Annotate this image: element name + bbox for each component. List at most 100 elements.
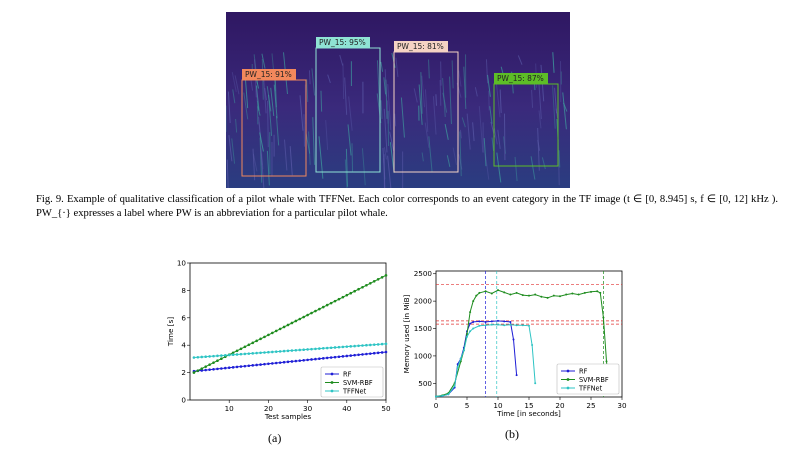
data-point-tffnet: [521, 324, 524, 327]
legend-marker-tffnet: [566, 386, 570, 390]
data-point-svm-rbf: [318, 307, 321, 311]
legend-marker-tffnet: [330, 389, 334, 393]
y-tick-label: 8: [181, 286, 186, 295]
data-point-svm-rbf: [267, 333, 270, 337]
y-tick-label: 2500: [414, 269, 433, 278]
data-point-tffnet: [435, 395, 437, 398]
data-point-tffnet: [466, 335, 468, 338]
data-point-rf: [310, 358, 313, 361]
data-point-rf: [251, 364, 255, 367]
data-point-rf: [274, 361, 278, 365]
data-point-svm-rbf: [212, 361, 215, 364]
data-point-svm-rbf: [484, 290, 487, 293]
data-point-tffnet: [472, 327, 475, 330]
data-point-tffnet: [478, 324, 481, 327]
data-point-rf: [490, 320, 493, 323]
data-point-svm-rbf: [333, 299, 337, 303]
event-label-bg-1: [242, 69, 296, 80]
data-point-rf: [341, 355, 345, 358]
data-point-tffnet: [286, 349, 290, 353]
data-point-svm-rbf: [255, 339, 258, 343]
data-point-tffnet: [447, 393, 450, 396]
data-point-rf: [290, 360, 294, 363]
data-point-rf: [365, 352, 368, 356]
data-point-svm-rbf: [571, 292, 574, 295]
data-point-tffnet: [314, 347, 317, 351]
event-label-bg-4: [494, 73, 548, 84]
event-label-2: PW_15: 95%: [319, 38, 366, 47]
data-point-tffnet: [503, 324, 506, 327]
legend-marker-rf: [330, 372, 334, 376]
legend-marker-svm-rbf: [566, 378, 570, 381]
data-point-tffnet: [259, 351, 262, 355]
data-point-tffnet: [239, 352, 243, 356]
data-point-svm-rbf: [294, 319, 298, 323]
data-point-rf: [200, 369, 204, 372]
data-point-tffnet: [353, 344, 356, 348]
data-point-svm-rbf: [369, 281, 372, 285]
legend-label-svm-rbf: SVM-RBF: [579, 376, 609, 384]
data-point-rf: [314, 357, 317, 361]
legend-label-rf: RF: [579, 367, 588, 375]
data-point-tffnet: [255, 351, 258, 355]
data-point-svm-rbf: [341, 295, 345, 299]
data-point-svm-rbf: [515, 291, 518, 294]
data-point-tffnet: [200, 355, 204, 359]
x-tick-label: 40: [342, 404, 352, 413]
data-point-tffnet: [462, 349, 465, 352]
x-tick-label: 10: [493, 401, 503, 410]
data-point-rf: [325, 356, 329, 360]
x-axis-label: Test samples: [264, 412, 312, 421]
legend-label-tffnet: TFFNet: [578, 384, 603, 392]
data-point-rf: [469, 322, 472, 325]
data-point-rf: [478, 320, 481, 323]
data-point-svm-rbf: [466, 333, 468, 335]
data-point-rf: [353, 353, 356, 357]
data-point-svm-rbf: [357, 287, 360, 291]
legend-label-tffnet: TFFNet: [342, 387, 367, 395]
data-point-tffnet: [509, 323, 512, 326]
figure-9-caption: Fig. 9. Example of qualitative classific…: [36, 194, 778, 219]
data-point-tffnet: [380, 342, 384, 346]
data-point-svm-rbf: [521, 294, 524, 297]
data-point-svm-rbf: [200, 367, 204, 370]
data-point-rf: [357, 353, 360, 357]
data-point-tffnet: [227, 353, 231, 357]
data-point-rf: [263, 362, 266, 366]
data-point-svm-rbf: [376, 278, 380, 281]
x-tick-label: 30: [303, 404, 313, 413]
data-point-svm-rbf: [274, 329, 278, 333]
data-point-svm-rbf: [216, 359, 219, 362]
data-point-tffnet: [490, 323, 493, 326]
data-point-rf: [247, 364, 251, 368]
data-point-svm-rbf: [286, 323, 290, 327]
data-point-tffnet: [267, 350, 270, 354]
y-axis-label: Time [s]: [166, 317, 175, 347]
data-point-svm-rbf: [365, 283, 368, 287]
data-point-rf: [267, 362, 270, 366]
data-point-svm-rbf: [310, 311, 313, 315]
data-point-rf: [384, 350, 388, 354]
data-point-svm-rbf: [302, 315, 305, 319]
data-point-tffnet: [204, 355, 207, 358]
data-point-svm-rbf: [590, 290, 592, 293]
data-point-rf: [497, 319, 499, 322]
x-tick-label: 15: [524, 401, 533, 410]
data-point-svm-rbf: [314, 309, 317, 313]
data-point-svm-rbf: [204, 365, 207, 368]
data-point-svm-rbf: [282, 325, 286, 329]
data-point-svm-rbf: [337, 297, 341, 301]
data-point-svm-rbf: [599, 291, 602, 294]
data-point-tffnet: [274, 350, 278, 353]
data-point-rf: [239, 365, 243, 368]
data-point-svm-rbf: [263, 335, 266, 339]
y-tick-label: 4: [181, 341, 186, 350]
data-point-tffnet: [349, 345, 353, 348]
data-point-svm-rbf: [503, 291, 506, 294]
data-point-rf: [216, 367, 219, 371]
data-point-svm-rbf: [552, 294, 555, 297]
data-point-svm-rbf: [259, 337, 262, 341]
data-point-svm-rbf: [384, 274, 388, 277]
data-point-svm-rbf: [475, 294, 478, 297]
data-point-tffnet: [345, 345, 349, 348]
